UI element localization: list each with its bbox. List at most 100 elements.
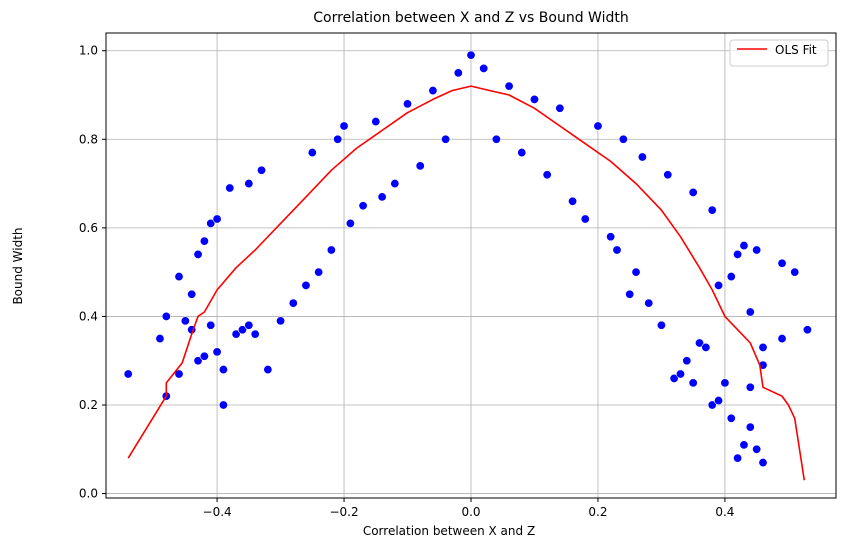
scatter-point	[225, 183, 235, 193]
scatter-point	[339, 121, 349, 131]
scatter-point	[206, 218, 216, 228]
y-tick-label: 0.8	[79, 132, 98, 146]
scatter-point	[625, 289, 635, 299]
scatter-point	[301, 280, 311, 290]
scatter-point	[663, 170, 673, 180]
scatter-point	[491, 134, 501, 144]
scatter-point	[415, 161, 425, 171]
scatter-point	[390, 179, 400, 189]
scatter-point	[529, 94, 539, 104]
scatter-point	[612, 245, 622, 255]
ols-fit-series	[127, 85, 806, 481]
scatter-point	[644, 298, 654, 308]
scatter-point	[606, 232, 616, 242]
scatter-point	[199, 236, 209, 246]
scatter-point	[669, 373, 679, 383]
scatter-point	[688, 378, 698, 388]
scatter-point	[479, 63, 489, 73]
x-tick-label: 0.2	[588, 505, 607, 519]
scatter-point	[193, 249, 203, 259]
scatter-point	[257, 165, 267, 175]
scatter-point	[377, 192, 387, 202]
scatter-point	[720, 378, 730, 388]
ols-fit-line	[127, 85, 806, 481]
scatter-point	[517, 148, 527, 158]
scatter-point	[752, 444, 762, 454]
scatter-point	[580, 214, 590, 224]
scatter-point	[752, 245, 762, 255]
y-tick-label: 0.4	[79, 309, 98, 323]
x-axis-label: Correlation between X and Z	[363, 524, 535, 538]
y-tick-label: 0.6	[79, 221, 98, 235]
scatter-point	[174, 369, 184, 379]
scatter-point	[707, 205, 717, 215]
scatter-point	[237, 325, 247, 335]
scatter-point	[733, 453, 743, 463]
scatter-point	[802, 325, 812, 335]
scatter-point	[218, 400, 228, 410]
scatter-point	[777, 258, 787, 268]
scatter-point	[714, 280, 724, 290]
scatter-point	[212, 214, 222, 224]
scatter-point	[161, 311, 171, 321]
scatter-point	[187, 289, 197, 299]
scatter-point	[745, 307, 755, 317]
legend: OLS Fit	[729, 39, 829, 67]
scatter-point	[428, 86, 438, 96]
scatter-point	[695, 338, 705, 348]
grid	[106, 33, 836, 498]
scatter-point	[453, 68, 463, 78]
scatter-point	[371, 117, 381, 127]
scatter-point	[276, 316, 286, 326]
legend-label-ols-fit: OLS Fit	[775, 43, 817, 57]
scatter-point	[307, 148, 317, 158]
x-tick-label: 0.0	[461, 505, 480, 519]
scatter-point	[193, 356, 203, 366]
scatter-point	[403, 99, 413, 109]
scatter-series	[123, 50, 812, 468]
scatter-point	[174, 272, 184, 282]
scatter-point	[333, 134, 343, 144]
scatter-point	[206, 320, 216, 330]
scatter-point	[250, 329, 260, 339]
scatter-point	[314, 267, 324, 277]
scatter-point	[758, 458, 768, 468]
y-axis-ticks: 0.0 0.2 0.4 0.6 0.8 1.0	[79, 44, 106, 501]
scatter-point	[504, 81, 514, 91]
scatter-point	[155, 334, 165, 344]
scatter-point	[345, 218, 355, 228]
scatter-point	[733, 249, 743, 259]
scatter-point	[637, 152, 647, 162]
x-tick-label: −0.4	[203, 505, 232, 519]
scatter-point	[656, 320, 666, 330]
scatter-point	[682, 356, 692, 366]
scatter-point	[790, 267, 800, 277]
scatter-point	[758, 342, 768, 352]
y-axis-label: Bound Width	[11, 227, 25, 304]
x-axis-ticks: −0.4 −0.2 0.0 0.2 0.4	[203, 498, 734, 519]
scatter-point	[726, 272, 736, 282]
scatter-point	[675, 369, 685, 379]
scatter-point	[777, 334, 787, 344]
scatter-point	[688, 187, 698, 197]
scatter-point	[701, 342, 711, 352]
scatter-point	[593, 121, 603, 131]
scatter-point	[199, 351, 209, 361]
scatter-point	[231, 329, 241, 339]
scatter-point	[631, 267, 641, 277]
x-tick-label: −0.2	[329, 505, 358, 519]
scatter-point	[714, 396, 724, 406]
scatter-point	[263, 365, 273, 375]
scatter-point	[739, 241, 749, 251]
scatter-point	[739, 440, 749, 450]
y-tick-label: 1.0	[79, 44, 98, 58]
scatter-point	[180, 316, 190, 326]
scatter-point	[745, 382, 755, 392]
scatter-point	[218, 365, 228, 375]
scatter-point	[212, 347, 222, 357]
scatter-point	[568, 196, 578, 206]
y-tick-label: 0.2	[79, 398, 98, 412]
scatter-point	[707, 400, 717, 410]
x-tick-label: 0.4	[715, 505, 734, 519]
